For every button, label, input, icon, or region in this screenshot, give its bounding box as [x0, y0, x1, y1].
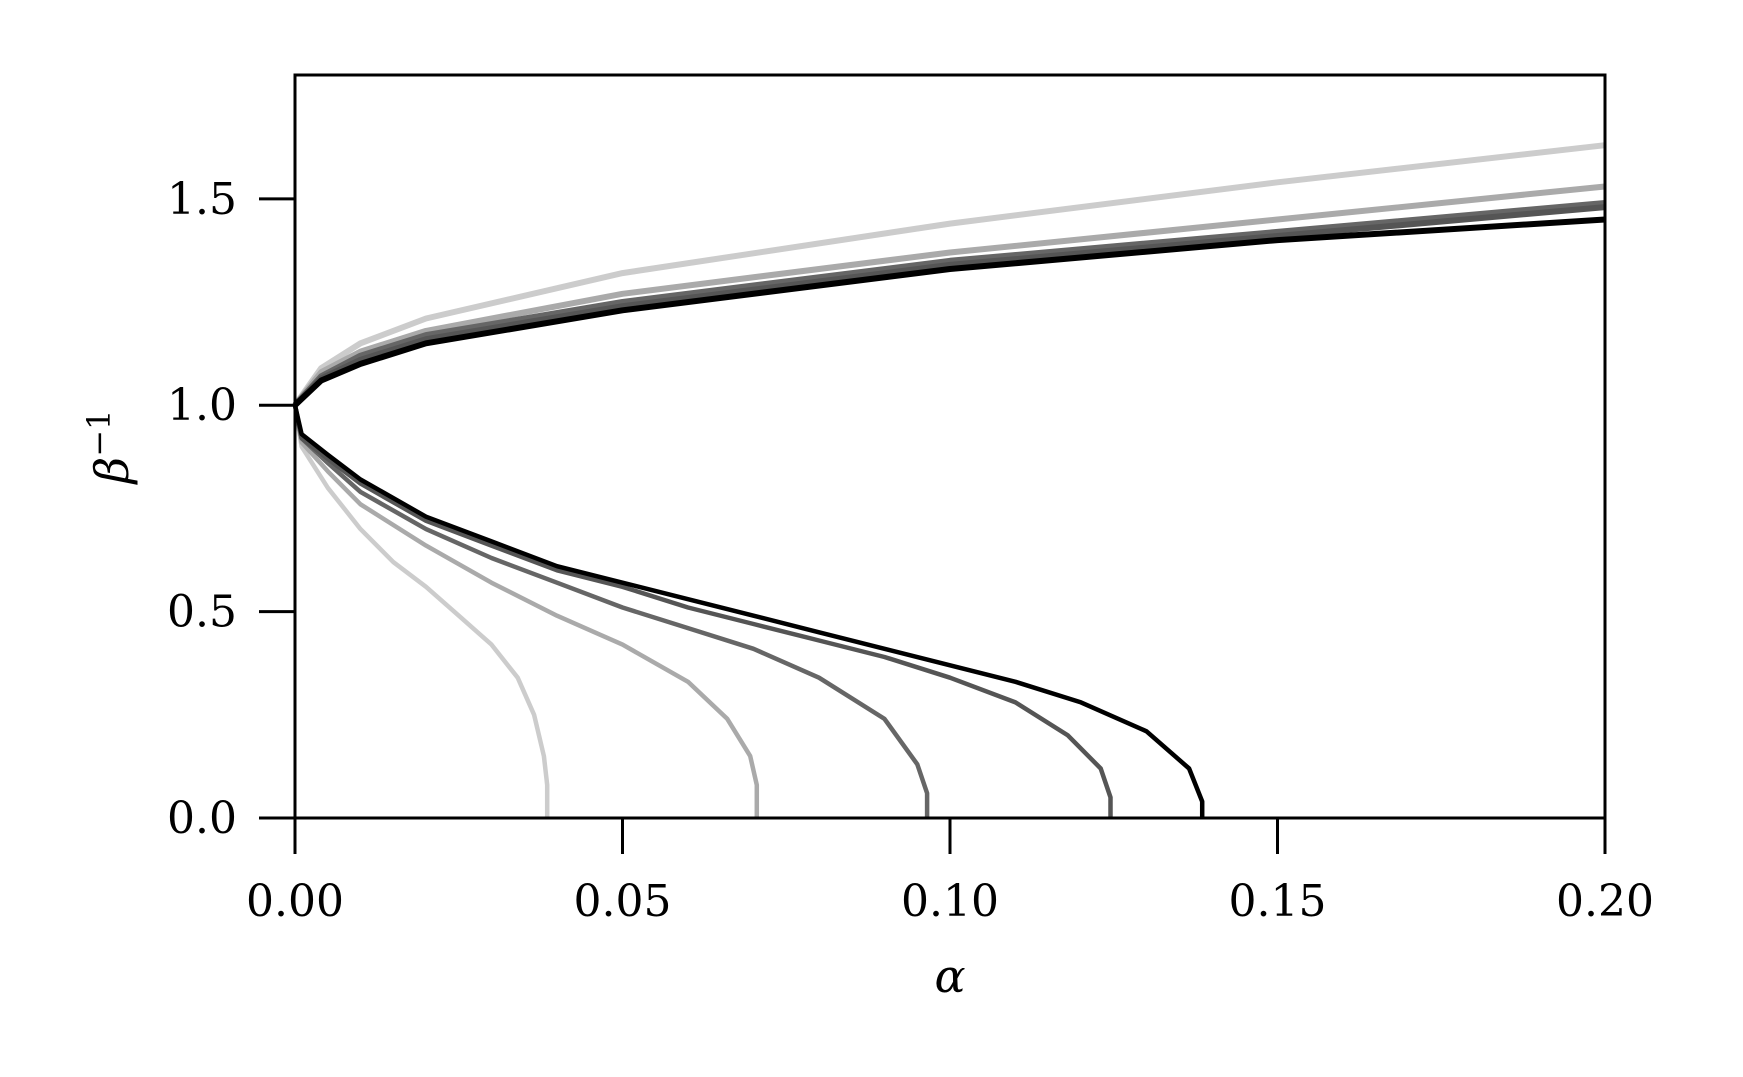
x-tick-label: 0.00: [246, 876, 344, 927]
series-3-lower-line: [292, 404, 930, 818]
x-axis-ticks: 0.00 0.05 0.10 0.15 0.20: [246, 818, 1654, 927]
series-1-lower-line: [292, 404, 550, 818]
series-1-upper-line: [292, 142, 1606, 407]
y-axis-ticks: 0.0 0.5 1.0 1.5: [167, 174, 295, 844]
x-tick-label: 0.05: [574, 876, 672, 927]
y-tick-label: 0.5: [167, 587, 237, 638]
series-2-lower-line: [292, 404, 760, 818]
y-tick-label: 1.0: [167, 380, 237, 431]
series-5-lower-line: [292, 404, 1205, 818]
plot-frame: [293, 73, 1607, 820]
y-axis-label-base: β: [85, 457, 139, 486]
x-axis-label: α: [934, 949, 965, 1003]
y-axis-label: β−1: [80, 410, 139, 486]
x-tick-label: 0.20: [1556, 876, 1654, 927]
x-tick-label: 0.15: [1229, 876, 1327, 927]
series-5-upper-line: [292, 216, 1606, 408]
y-tick-label: 1.5: [167, 174, 237, 225]
x-tick-label: 0.10: [901, 876, 999, 927]
y-tick-label: 0.0: [167, 793, 237, 844]
plot-lines: [292, 142, 1606, 818]
series-2-upper-line: [292, 183, 1606, 408]
series-4-lower-line: [292, 404, 1113, 818]
y-axis-label-sup: −1: [80, 410, 118, 457]
